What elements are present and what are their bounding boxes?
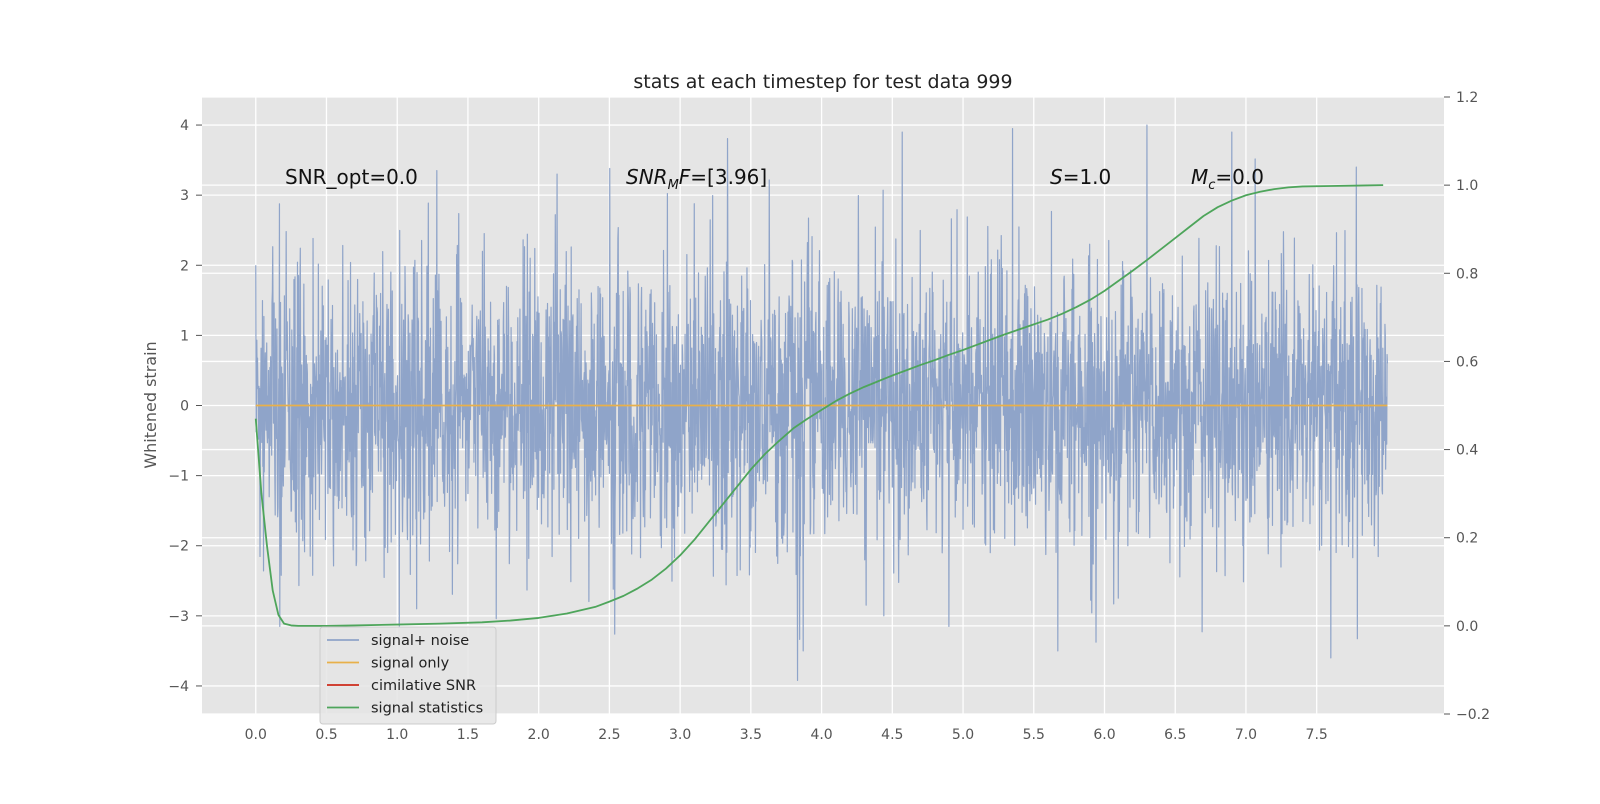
y-tick-label: −4	[168, 679, 189, 695]
y2-tick-label: 1.0	[1456, 178, 1478, 194]
legend-label-signal-noise: signal+ noise	[371, 633, 469, 649]
legend: signal+ noise signal only cimilative SNR si…	[319, 626, 497, 725]
x-tick-label: 6.5	[1164, 727, 1186, 743]
annotation-snr-opt: SNR_opt=0.0	[285, 165, 418, 189]
y2-tick-label: 0.0	[1456, 619, 1478, 635]
x-tick-label: 2.0	[528, 727, 550, 743]
signal-statistics-line	[254, 184, 1384, 627]
annotation-snr-mf-base: SNR	[626, 165, 668, 189]
x-tick-label: 0.5	[315, 727, 337, 743]
x-tick-label: 1.0	[386, 727, 408, 743]
series-layer	[254, 184, 1388, 627]
annotation-mc-var: M	[1191, 165, 1208, 189]
x-tick-label: 4.0	[810, 727, 832, 743]
y-tick-label: 1	[180, 328, 189, 344]
y-tick-label: −1	[168, 469, 189, 485]
annotation-snr-mf-sub: M	[668, 178, 679, 193]
y2-tick-label: −0.2	[1456, 707, 1490, 723]
annotation-mc-sub: c	[1208, 178, 1215, 193]
annotation-mc: Mc=0.0	[1191, 165, 1264, 193]
legend-box	[319, 626, 497, 725]
y2-tick-label: 1.2	[1456, 90, 1478, 106]
y-tick-label: 4	[180, 118, 189, 134]
y-tick-label: −2	[168, 539, 189, 555]
x-tick-label: 7.0	[1235, 727, 1257, 743]
y-tick-label: −3	[168, 609, 189, 625]
x-tick-label: 7.5	[1306, 727, 1328, 743]
x-tick-label: 3.5	[740, 727, 762, 743]
x-tick-label: 3.0	[669, 727, 691, 743]
chart-title: stats at each timestep for test data 999	[633, 71, 1012, 93]
annotation-snr-mf: SNRMF=[3.96]	[626, 165, 767, 193]
x-tick-label: 2.5	[598, 727, 620, 743]
y-tick-label: 3	[180, 188, 189, 204]
x-tick-label: 5.0	[952, 727, 974, 743]
y-tick-label: 0	[180, 399, 189, 415]
annotation-s-value: =1.0	[1063, 165, 1112, 189]
legend-label-signal-statistics: signal statistics	[371, 701, 483, 717]
x-tick-label: 6.0	[1093, 727, 1115, 743]
x-tick-label: 4.5	[881, 727, 903, 743]
annotation-mc-value: =0.0	[1215, 165, 1264, 189]
y2-tick-label: 0.4	[1456, 443, 1478, 459]
annotation-s-var: S	[1050, 165, 1063, 189]
y2-tick-label: 0.8	[1456, 266, 1478, 282]
annotation-snr-mf-tail: =[3.96]	[690, 165, 767, 189]
y-axis-label: Whitened strain	[141, 341, 160, 468]
legend-items: signal+ noise signal only cimilative SNR si…	[327, 633, 483, 717]
x-tick-label: 5.5	[1023, 727, 1045, 743]
signal-noise-line	[255, 124, 1389, 681]
legend-label-signal-only: signal only	[371, 656, 450, 672]
y2-tick-label: 0.6	[1456, 354, 1478, 370]
annotation-snr-mf-tail-f: F	[679, 165, 691, 189]
legend-label-cimilative-snr: cimilative SNR	[371, 678, 476, 694]
x-tick-label: 1.5	[457, 727, 479, 743]
x-tick-label: 0.0	[245, 727, 267, 743]
y-tick-label: 2	[180, 258, 189, 274]
signal-noise-series	[255, 124, 1389, 681]
y2-tick-label: 0.2	[1456, 531, 1478, 547]
annotation-s: S=1.0	[1050, 165, 1111, 189]
ticks-layer: 0.0 0.5 1.0 1.5 2.0 2.5 3.0 3.5 4.0 4.5 5.0 5.5 6.0 6…	[168, 90, 1490, 743]
